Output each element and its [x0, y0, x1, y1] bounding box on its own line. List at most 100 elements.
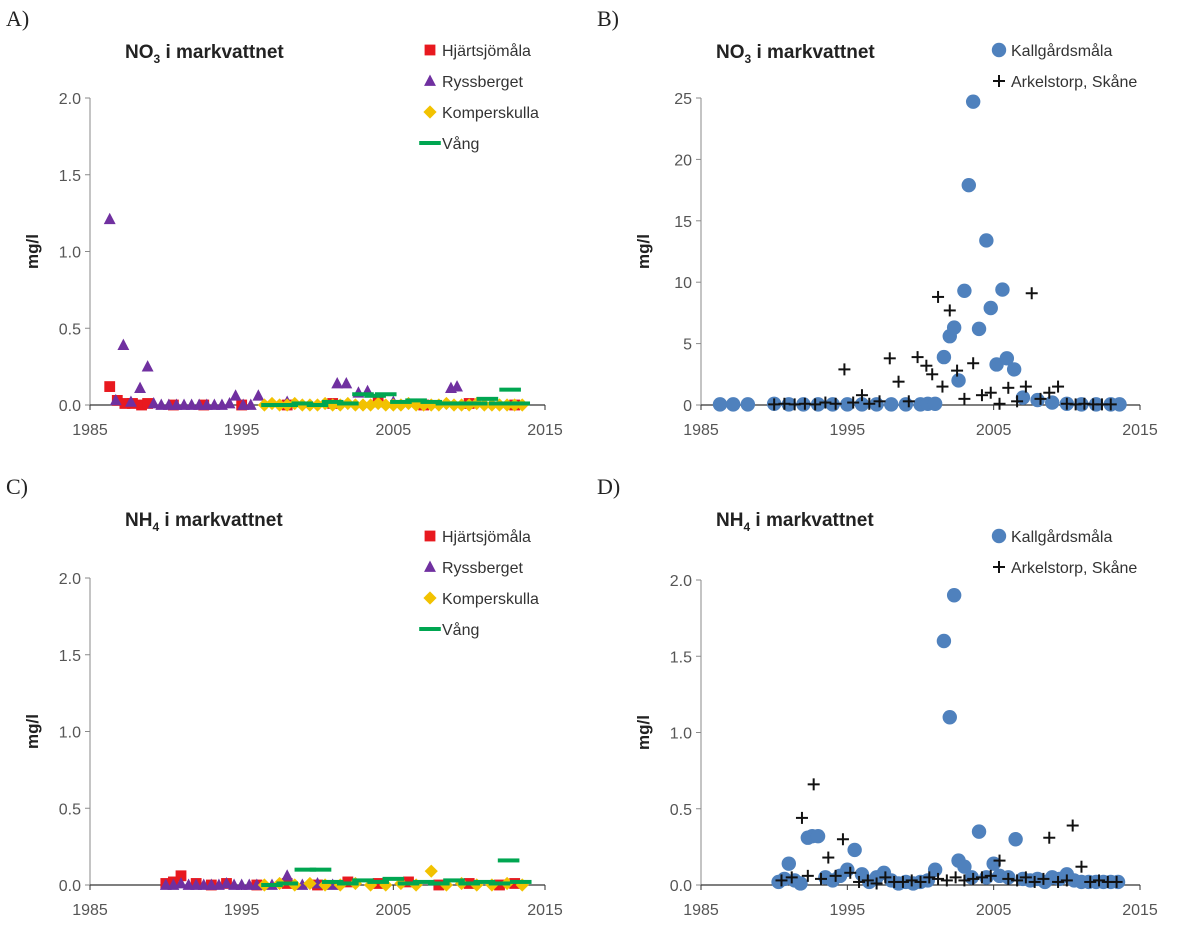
- data-point: [936, 349, 952, 365]
- legend-marker: [424, 74, 436, 86]
- data-point: [261, 883, 283, 887]
- data-point: [509, 879, 532, 884]
- data-point: [223, 396, 236, 409]
- legend: Hjärtsjömåla Ryssberget Komperskulla Vång: [419, 42, 539, 153]
- legend-label: Hjärtsjömåla: [442, 42, 531, 60]
- data-point: [958, 874, 971, 887]
- chart-svg-c: 0.0 0.5 1.0 1.5 2.0 1985 1995 2005 2015 mg/l Hjärt…: [23, 528, 563, 919]
- data-point: [870, 877, 883, 890]
- data-point: [1104, 398, 1117, 411]
- data-point: [967, 357, 980, 370]
- data-point: [252, 389, 265, 401]
- data-point: [331, 377, 344, 389]
- data-point: [382, 876, 405, 881]
- data-point: [892, 375, 905, 388]
- data-point: [914, 875, 927, 888]
- data-point: [932, 872, 945, 885]
- y-axis-label: mg/l: [23, 714, 42, 749]
- panel-letter: B): [597, 6, 619, 31]
- chart-svg-d: 0.0 0.5 1.0 1.5 2.0 1985 1995 2005 2015 mg/l Kallg…: [634, 528, 1158, 919]
- data-point: [473, 879, 496, 884]
- legend-label: Arkelstorp, Skåne: [1011, 73, 1137, 91]
- data-point: [397, 881, 420, 886]
- data-point: [119, 398, 131, 409]
- data-point: [141, 360, 154, 372]
- data-point: [175, 876, 187, 889]
- y-axis-label: mg/l: [23, 234, 42, 269]
- data-point: [847, 396, 860, 409]
- data-point: [807, 778, 820, 791]
- data-point: [220, 876, 233, 889]
- x-tick-label: 2005: [976, 422, 1012, 439]
- data-point: [967, 872, 980, 885]
- data-point: [923, 871, 936, 884]
- legend-label: Vång: [442, 135, 479, 153]
- legend-label: Komperskulla: [442, 591, 539, 608]
- data-point: [200, 398, 213, 410]
- data-point: [1006, 362, 1022, 377]
- data-point: [971, 824, 987, 839]
- legend-marker: [993, 561, 1005, 573]
- data-point: [854, 397, 870, 412]
- panel-letter: D): [597, 474, 621, 499]
- y-tick-label: 2.0: [59, 91, 81, 108]
- chart-svg-b: 0 5 10 15 20 25 1985 1995 2005 2015 mg/l Kallgårdsm…: [634, 42, 1158, 439]
- data-point: [170, 398, 183, 410]
- data-point: [788, 398, 801, 411]
- data-point: [499, 387, 521, 392]
- data-point: [1025, 287, 1038, 300]
- chart-panel-d: 0.0 0.5 1.0 1.5 2.0 1985 1995 2005 2015 mg/l Kallg…: [591, 468, 1181, 936]
- data-point: [420, 399, 443, 404]
- y-tick-label: 5: [683, 337, 692, 354]
- data-point: [340, 377, 353, 389]
- chart-panel-a: 0.0 0.5 1.0 1.5 2.0 1985 1995 2005 2015 mg/l Hjärt…: [0, 0, 590, 468]
- data-point: [902, 395, 915, 408]
- data-point: [352, 878, 374, 883]
- series-0: [712, 94, 1127, 412]
- data-point: [795, 811, 808, 824]
- data-point: [975, 871, 988, 884]
- data-point: [1019, 380, 1032, 393]
- data-point: [321, 399, 344, 404]
- data-point: [109, 393, 122, 406]
- y-tick-label: 15: [674, 214, 692, 231]
- panel-letter: C): [6, 474, 28, 499]
- data-point: [822, 851, 835, 864]
- legend-marker: [424, 530, 436, 542]
- data-point: [237, 398, 250, 410]
- y-tick-label: 0.0: [59, 398, 81, 415]
- y-tick-label: 1.0: [59, 725, 81, 742]
- x-tick-label: 1985: [72, 422, 108, 439]
- data-point: [244, 398, 257, 410]
- data-point: [993, 397, 1006, 410]
- data-point: [995, 282, 1010, 297]
- data-point: [159, 878, 172, 890]
- data-point: [936, 633, 952, 649]
- x-tick-label: 2005: [376, 902, 412, 919]
- data-point: [337, 401, 359, 406]
- data-point: [125, 395, 137, 407]
- data-point: [943, 304, 956, 317]
- legend: Kallgårdsmåla Arkelstorp, Skåne: [991, 42, 1137, 91]
- data-point: [1030, 392, 1045, 408]
- y-tick-label: 25: [674, 91, 692, 108]
- data-point: [911, 351, 924, 364]
- data-point: [1084, 875, 1097, 888]
- y-axis-label: mg/l: [634, 234, 653, 269]
- data-point: [205, 878, 218, 890]
- data-point: [861, 874, 874, 887]
- chart-title: NH4 i markvattnet: [125, 510, 283, 534]
- legend-marker: [419, 627, 441, 631]
- data-point: [193, 398, 206, 410]
- data-point: [993, 854, 1006, 867]
- x-tick-label: 1985: [683, 422, 719, 439]
- y-tick-label: 1.5: [59, 648, 81, 665]
- data-point: [488, 881, 511, 886]
- data-point: [927, 396, 943, 411]
- data-point: [435, 401, 458, 406]
- y-tick-label: 0.5: [59, 801, 81, 818]
- x-tick-label: 2015: [527, 422, 563, 439]
- data-point: [405, 398, 427, 403]
- data-point: [1043, 386, 1056, 399]
- series-1: [775, 778, 1123, 890]
